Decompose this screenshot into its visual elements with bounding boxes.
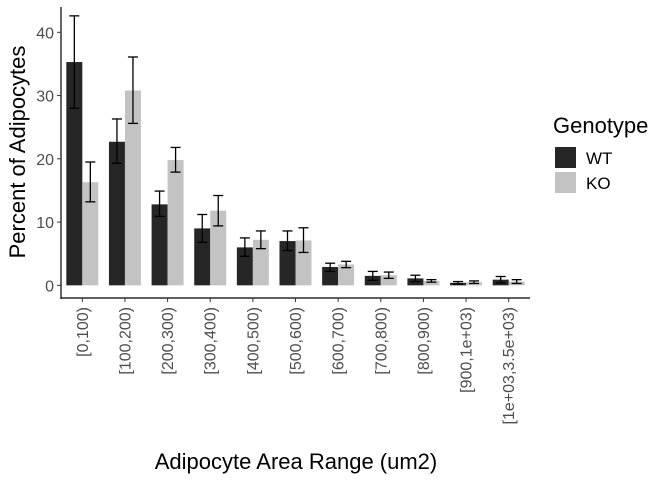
x-tick-label: [100,200) [117, 307, 134, 375]
legend-swatch-wt [555, 147, 576, 168]
y-tick-label: 10 [36, 215, 54, 232]
x-tick-label: [300,400) [203, 307, 220, 375]
bar-wt [66, 62, 83, 286]
x-tick-label: [0,100) [75, 307, 92, 357]
bar-ko [82, 182, 99, 286]
bar-wt [151, 204, 168, 286]
x-tick-label: [600,700) [331, 307, 348, 375]
bar-ko [338, 264, 355, 286]
x-tick-label: [900,1e+03) [459, 307, 476, 393]
legend-title: Genotype [553, 113, 648, 138]
bar-ko [295, 240, 312, 286]
y-tick-label: 20 [36, 152, 54, 169]
x-ticks: [0,100) [100,200) [200,300) [300,400) [400,5… [75, 298, 518, 424]
x-tick-label: [400,500) [245, 307, 262, 375]
bar-ko [252, 239, 269, 286]
legend-label-ko: KO [586, 174, 611, 193]
bar-wt [279, 241, 296, 286]
bar-group [66, 62, 525, 286]
bar-ko [380, 275, 397, 286]
bar-ko [210, 210, 227, 286]
x-tick-label: [700,800) [373, 307, 390, 375]
error-bar-group [69, 15, 522, 285]
x-tick-label: [500,600) [288, 307, 305, 375]
bar-ko [167, 160, 184, 286]
y-tick-label: 0 [45, 278, 54, 295]
bar-ko [124, 90, 141, 286]
x-tick-label: [200,300) [160, 307, 177, 375]
bar-wt [108, 141, 125, 286]
legend-swatch-ko [555, 172, 576, 193]
y-axis-title: Percent of Adipocytes [5, 46, 30, 259]
y-tick-label: 30 [36, 89, 54, 106]
y-tick-label: 40 [36, 25, 54, 42]
x-axis-title: Adipocyte Area Range (um2) [155, 449, 438, 474]
x-tick-label: [1e+03,3.5e+03) [501, 307, 518, 424]
bar-ko [423, 280, 440, 286]
y-ticks: 0 10 20 30 40 [36, 25, 61, 295]
legend: Genotype WT KO [553, 113, 648, 193]
x-tick-label: [800,900) [416, 307, 433, 375]
legend-label-wt: WT [586, 149, 612, 168]
